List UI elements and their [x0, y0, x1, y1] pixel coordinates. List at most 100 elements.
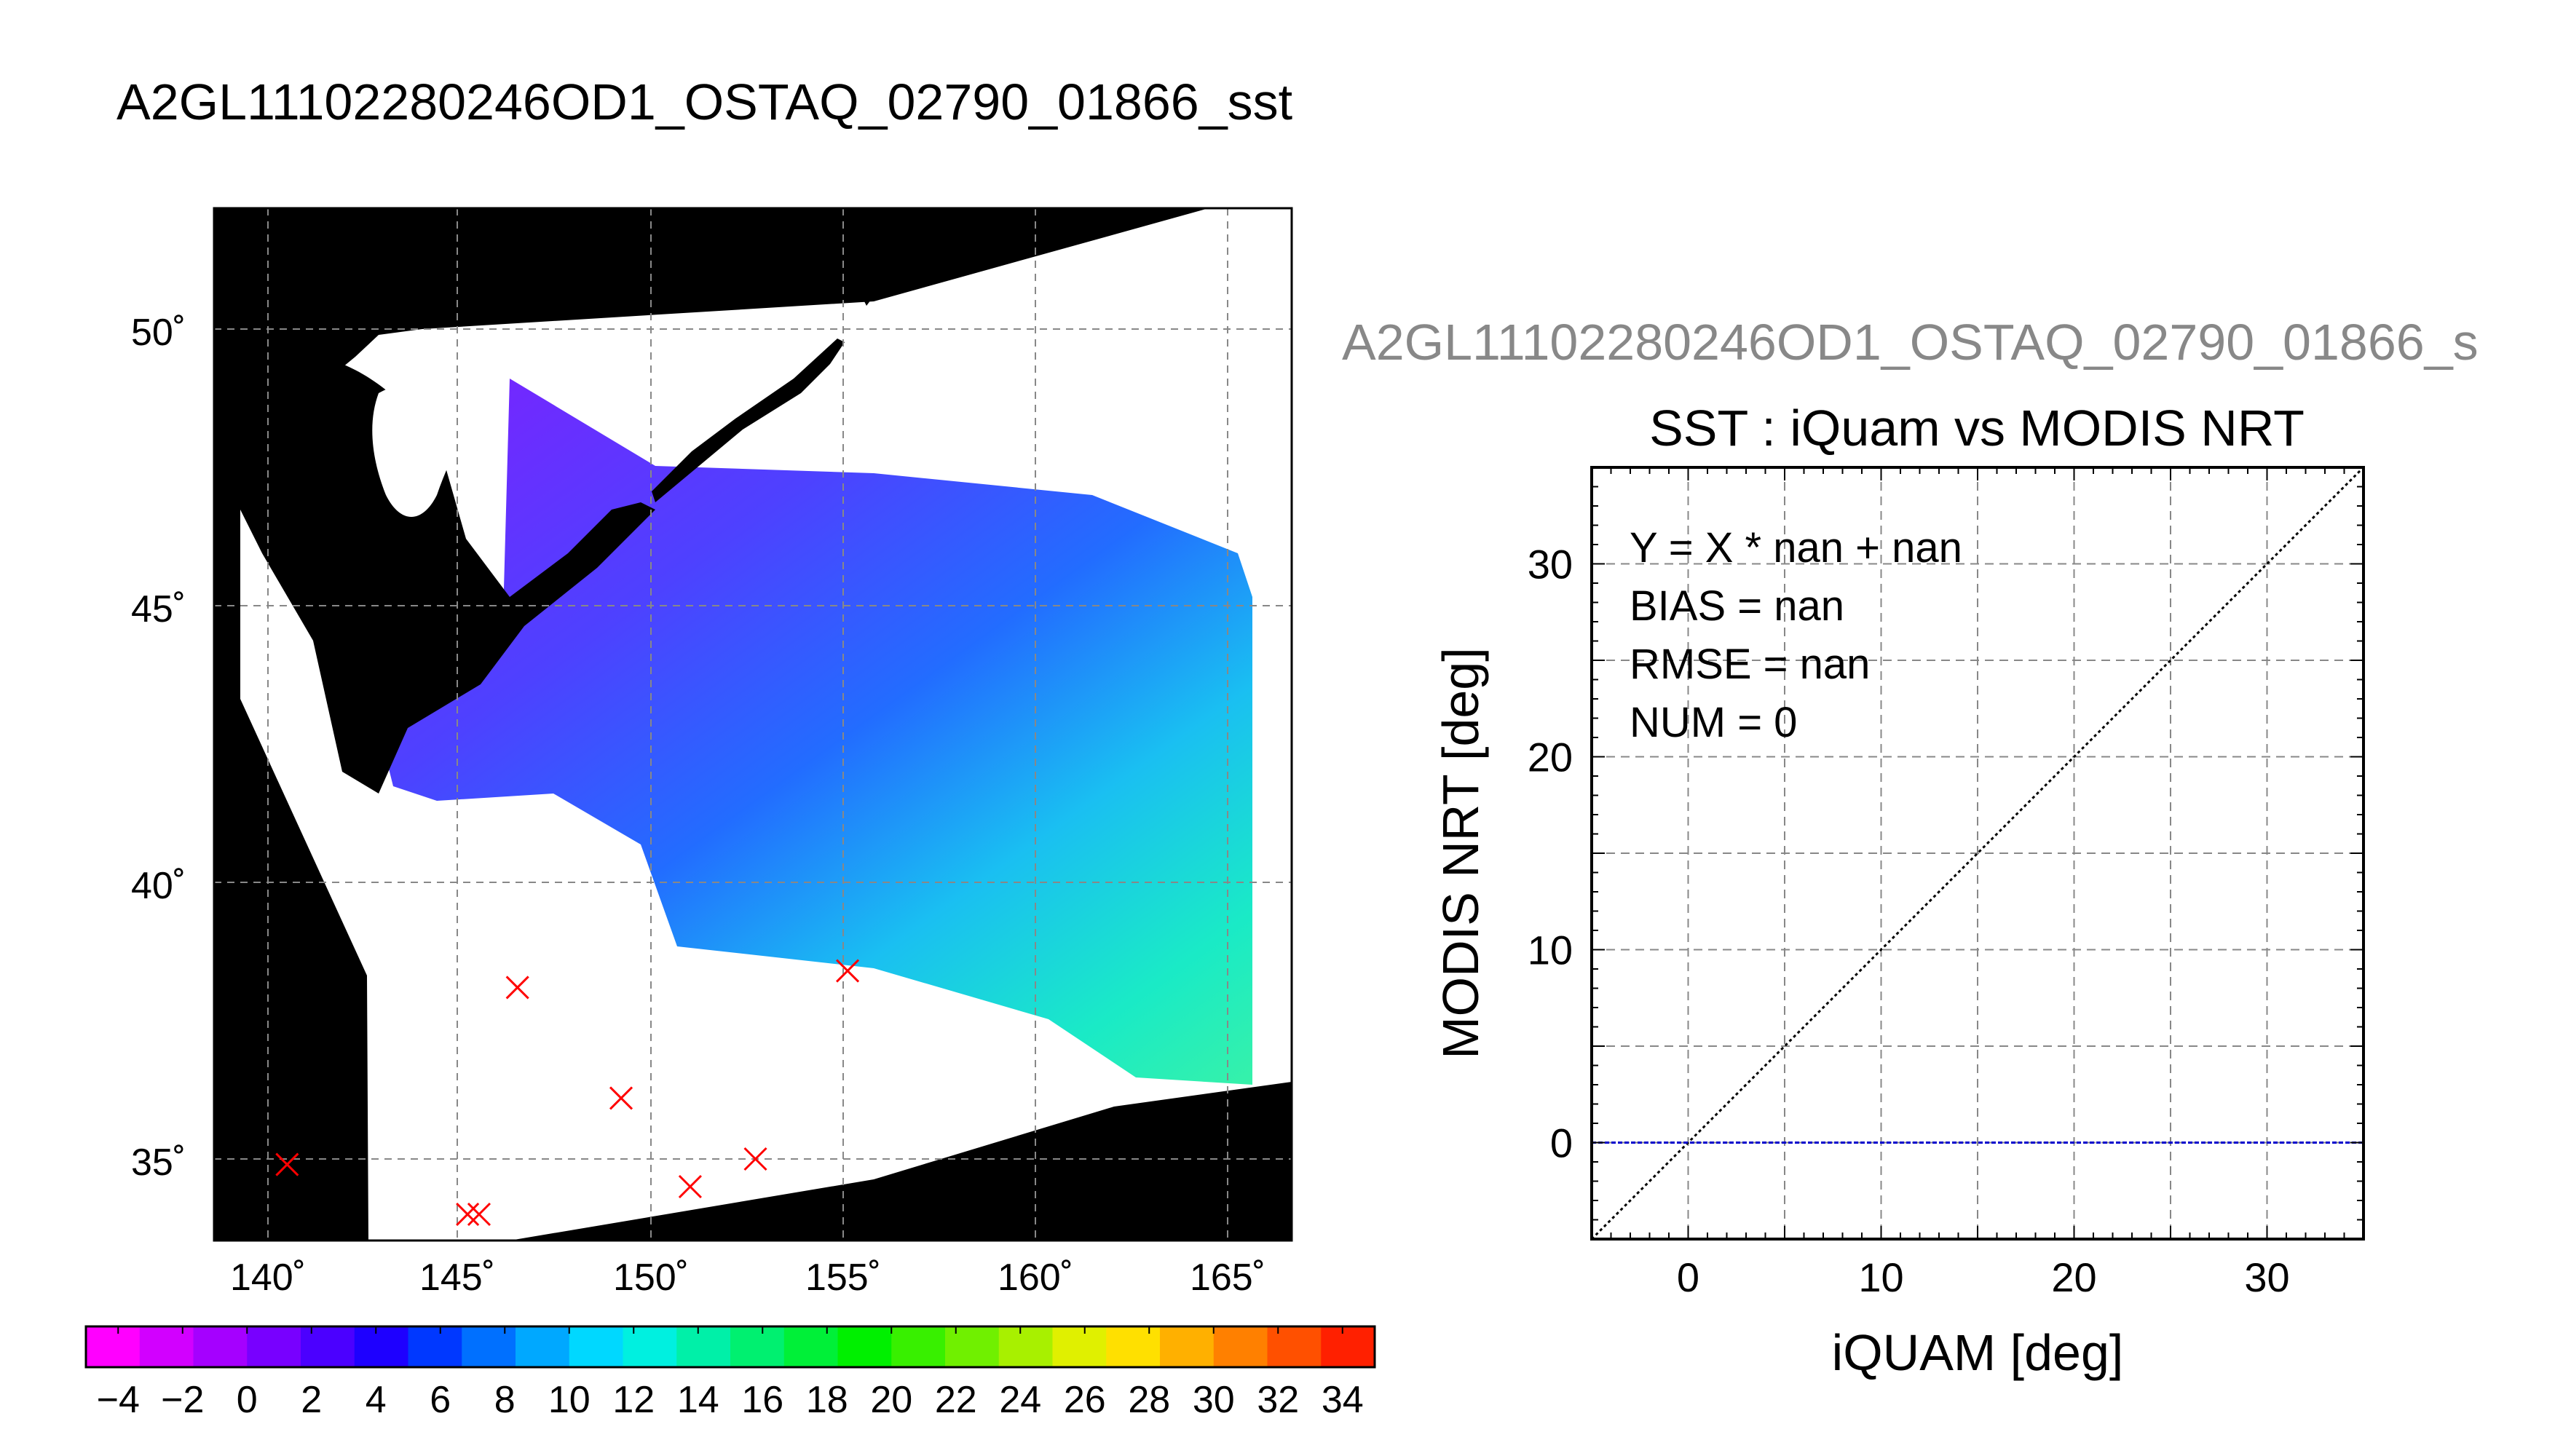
- colorbar-tick-label: 20: [870, 1379, 912, 1421]
- colorbar-cell-7: [462, 1326, 516, 1367]
- iquam-marker-stroke: [609, 1086, 633, 1110]
- scatter-annotation-fit: Y = X * nan + nan: [1630, 524, 1962, 571]
- main-title: A2GL11102280246OD1_OSTAQ_02790_01866_sst: [117, 74, 1293, 130]
- scatter-frame: [1590, 466, 2365, 1241]
- identity-line: [1590, 466, 2365, 1241]
- iquam-marker-stroke: [505, 976, 529, 1000]
- colorbar-tick-label: 24: [999, 1379, 1041, 1421]
- land-sakhalin-coast: [372, 369, 470, 517]
- scatter-y-tick-label: 0: [1550, 1120, 1573, 1166]
- scatter-y-tick-label: 20: [1528, 735, 1573, 780]
- map-frame: [213, 207, 1293, 1242]
- land-hokkaido-kuril: [240, 208, 655, 794]
- colorbar-tick-label: 12: [612, 1379, 655, 1421]
- colorbar-tick-label: 2: [301, 1379, 322, 1421]
- colorbar-cell-11: [676, 1326, 731, 1367]
- colorbar-cells: [86, 1326, 1375, 1367]
- colorbar-tick-label: 16: [741, 1379, 783, 1421]
- scatter-annotation-rmse: RMSE = nan: [1630, 641, 1870, 688]
- colorbar-tick-label: 18: [806, 1379, 848, 1421]
- map-x-tick-140: 140˚: [230, 1257, 306, 1296]
- colorbar-cell-19: [1106, 1326, 1161, 1367]
- colorbar-cell-9: [569, 1326, 623, 1367]
- map-x-tick-150: 150˚: [613, 1257, 689, 1296]
- scatter-tick-marks: [1591, 467, 2364, 1240]
- colorbar-tick-label: −4: [97, 1379, 140, 1421]
- colorbar-cell-0: [86, 1326, 141, 1367]
- iquam-marker-2: [467, 1202, 491, 1227]
- colorbar-cell-20: [1160, 1326, 1215, 1367]
- scatter-reference-lines: [1590, 466, 2365, 1241]
- colorbar-cell-16: [945, 1326, 1000, 1367]
- colorbar-cell-1: [139, 1326, 194, 1367]
- colorbar-tick-labels: −4 −2 0 2 4 6 8 10 12 14 16 18 20 22 24 26 28 30 32 34: [97, 1326, 1364, 1421]
- colorbar-cell-5: [354, 1326, 408, 1367]
- colorbar-tick-label: 30: [1193, 1379, 1235, 1421]
- colorbar-cell-22: [1267, 1326, 1322, 1367]
- colorbar-cell-6: [408, 1326, 462, 1367]
- iquam-marker-stroke: [836, 959, 860, 983]
- colorbar-tick-label: 26: [1064, 1379, 1106, 1421]
- scatter-x-tick-label: 20: [2051, 1254, 2096, 1300]
- iquam-marker-stroke: [678, 1174, 702, 1199]
- colorbar-cell-3: [247, 1326, 301, 1367]
- map-gridlines: [214, 208, 1292, 1241]
- iquam-marker-0: [275, 1152, 299, 1176]
- iquam-marker-stroke: [456, 1202, 480, 1227]
- colorbar-cell-23: [1321, 1326, 1375, 1367]
- scatter-x-tick-label: 0: [1677, 1254, 1699, 1300]
- map-x-tick-165: 165˚: [1190, 1257, 1265, 1296]
- colorbar-tick-label: −2: [161, 1379, 204, 1421]
- scatter-x-axis-label: iQUAM [deg]: [1832, 1324, 2124, 1381]
- map-y-tick-50: 50˚: [131, 312, 186, 354]
- scatter-file-title: A2GL11102280246OD1_OSTAQ_02790_01866_s: [1342, 314, 2479, 371]
- colorbar-cell-10: [623, 1326, 677, 1367]
- colorbar-tick-label: 34: [1322, 1379, 1364, 1421]
- map-y-tick-45: 45˚: [131, 588, 186, 630]
- colorbar-tick-label: 8: [494, 1379, 516, 1421]
- map-x-tick-145: 145˚: [419, 1257, 495, 1296]
- colorbar-tick-label: 10: [548, 1379, 591, 1421]
- map-y-tick-35: 35˚: [131, 1142, 186, 1184]
- iquam-marker-6: [743, 1147, 767, 1171]
- scatter-x-tick-label: 30: [2244, 1254, 2289, 1300]
- colorbar-cell-18: [1052, 1326, 1107, 1367]
- scatter-y-tick-label: 10: [1528, 927, 1573, 973]
- colorbar-cell-12: [730, 1326, 785, 1367]
- iquam-marker-3: [505, 976, 529, 1000]
- iquam-markers: [275, 959, 860, 1227]
- colorbar-tick-label: 0: [237, 1379, 258, 1421]
- colorbar-cell-8: [516, 1326, 570, 1367]
- land-island-chain: [652, 339, 845, 502]
- iquam-marker-stroke: [467, 1202, 491, 1227]
- sst-retrieval-field: [262, 371, 1252, 1085]
- colorbar-cell-15: [891, 1326, 946, 1367]
- scatter-annotation-bias: BIAS = nan: [1630, 582, 1844, 630]
- colorbar-frame: [84, 1325, 1376, 1369]
- scatter-y-tick-label: 30: [1528, 542, 1573, 587]
- scatter-gridlines: [1592, 467, 2364, 1239]
- map-x-tick-160: 160˚: [998, 1257, 1073, 1296]
- map-y-tick-40: 40˚: [131, 865, 186, 907]
- scatter-tick-labels: 0 10 20 30 0 10 20 30: [1528, 542, 2290, 1301]
- scatter-x-tick-label: 10: [1858, 1254, 1903, 1300]
- scatter-title: SST : iQuam vs MODIS NRT: [1649, 400, 2305, 456]
- scatter-y-axis-label: MODIS NRT [deg]: [1432, 647, 1489, 1059]
- colorbar-cell-4: [301, 1326, 355, 1367]
- colorbar-tick-label: 4: [366, 1379, 387, 1421]
- iquam-marker-7: [836, 959, 860, 983]
- colorbar-cell-14: [837, 1326, 892, 1367]
- colorbar-tick-label: 32: [1257, 1379, 1299, 1421]
- iquam-marker-stroke: [275, 1152, 299, 1176]
- iquam-marker-stroke: [743, 1147, 767, 1171]
- colorbar-tick-label: 28: [1128, 1379, 1170, 1421]
- iquam-marker-4: [609, 1086, 633, 1110]
- colorbar-cell-21: [1213, 1326, 1268, 1367]
- colorbar-cell-17: [998, 1326, 1053, 1367]
- colorbar-tick-label: 6: [430, 1379, 451, 1421]
- colorbar-tick-label: 22: [935, 1379, 977, 1421]
- iquam-marker-5: [678, 1174, 702, 1199]
- iquam-marker-1: [456, 1202, 480, 1227]
- scatter-annotation-num: NUM = 0: [1630, 699, 1797, 746]
- land-kamchatka: [859, 208, 961, 306]
